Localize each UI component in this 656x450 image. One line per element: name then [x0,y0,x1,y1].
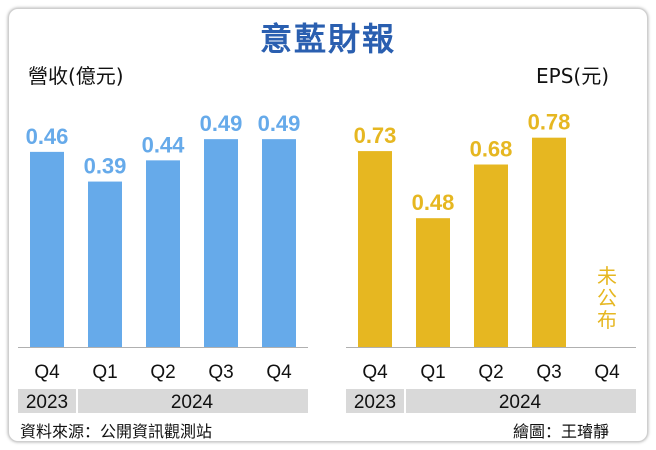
eps-missing-note: 公 [597,286,617,310]
revenue-value-label: 0.44 [142,132,186,157]
revenue-bar [88,181,122,347]
eps-year-label: 2024 [499,392,542,413]
eps-year-band [346,389,404,413]
revenue-bar [204,139,238,347]
credit-note: 繪圖：王璿靜 [513,422,610,441]
eps-value-label: 0.68 [470,137,513,162]
revenue-year-label: 2023 [26,392,68,413]
revenue-value-label: 0.46 [26,124,69,149]
eps-axis-label: EPS(元) [536,64,609,88]
eps-tick-label: Q4 [594,362,620,383]
revenue-tick-label: Q4 [266,362,292,383]
eps-value-label: 0.78 [528,110,571,135]
source-note: 資料來源：公開資訊觀測站 [20,422,213,441]
revenue-year-band [78,389,308,413]
eps-value-label: 0.48 [412,190,455,215]
revenue-bar [146,160,180,347]
eps-value-label: 0.73 [354,123,397,148]
revenue-bar [30,151,64,347]
revenue-value-label: 0.49 [200,111,243,136]
eps-bar [416,218,450,347]
eps-tick-label: Q4 [362,362,388,383]
eps-missing-note: 布 [597,308,617,332]
eps-missing-note: 未 [597,264,617,288]
revenue-year-label: 2024 [171,392,214,413]
eps-bar [358,151,392,347]
revenue-bar [262,139,296,347]
revenue-value-label: 0.49 [258,111,301,136]
revenue-value-label: 0.39 [84,154,127,179]
chart-title: 意藍財報 [259,20,396,58]
eps-bar [474,164,508,347]
eps-bar [532,137,566,347]
eps-year-band [406,389,636,413]
revenue-tick-label: Q1 [92,362,117,383]
revenue-tick-label: Q4 [34,362,60,383]
revenue-tick-label: Q2 [150,362,175,383]
eps-year-label: 2023 [354,392,396,413]
eps-tick-label: Q1 [420,362,445,383]
revenue-tick-label: Q3 [208,362,233,383]
eps-tick-label: Q2 [478,362,503,383]
eps-tick-label: Q3 [536,362,561,383]
revenue-axis-label: 營收(億元) [28,64,124,88]
revenue-year-band [18,389,76,413]
